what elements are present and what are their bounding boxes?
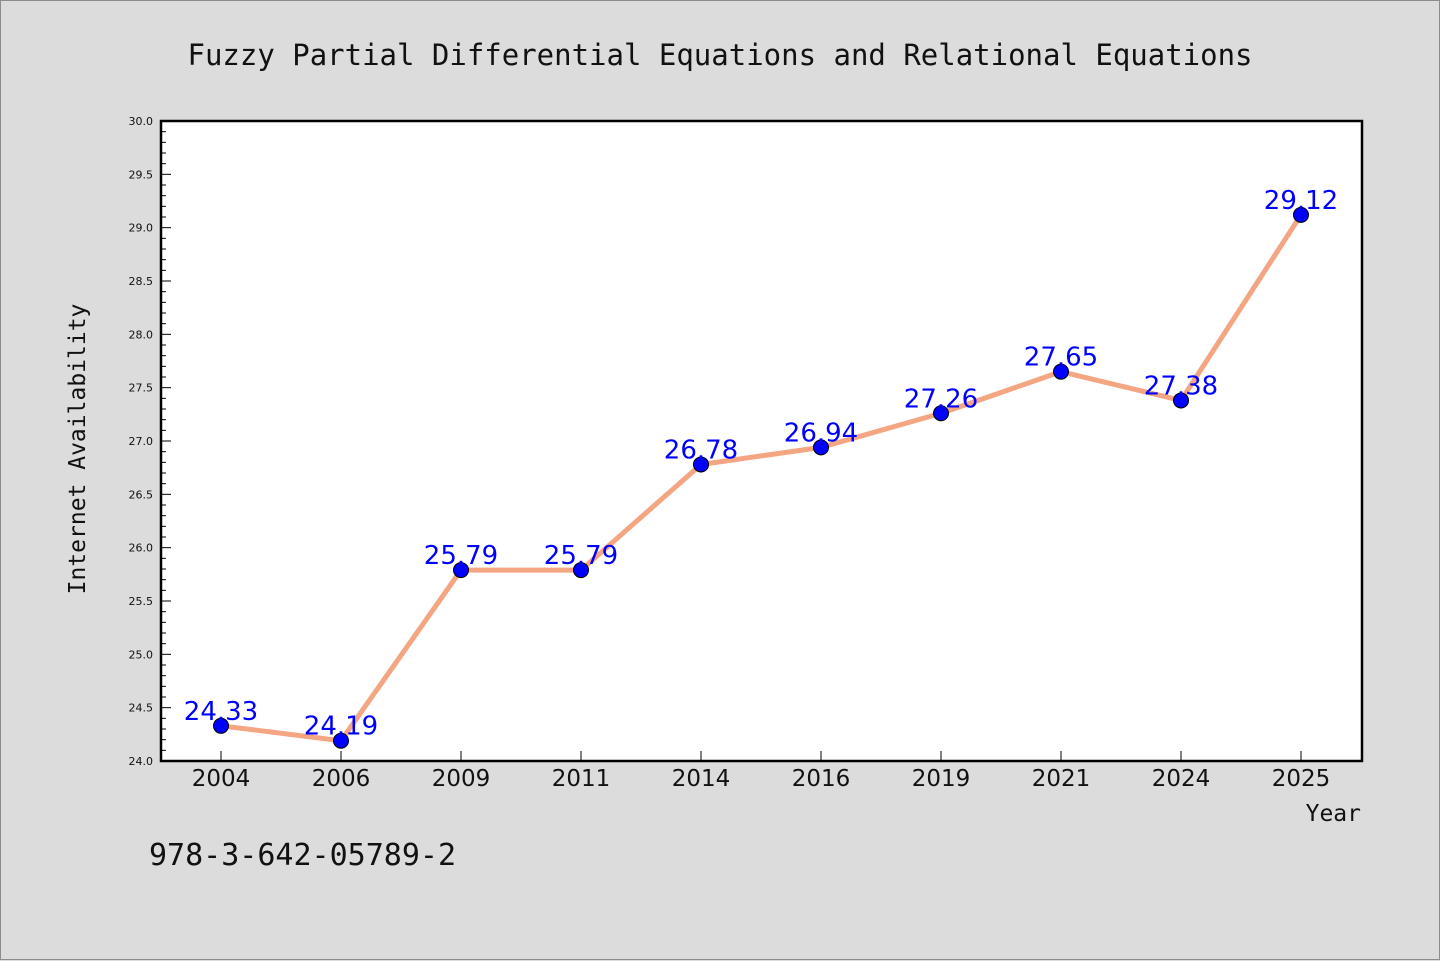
series-line-group xyxy=(220,213,1304,744)
data-point xyxy=(453,562,469,579)
x-tick-label: 2021 xyxy=(1032,766,1091,792)
x-tick-label: 2024 xyxy=(1152,766,1211,792)
plot-border xyxy=(159,119,1364,763)
y-tick-label: 29.5 xyxy=(129,168,154,181)
data-point xyxy=(693,456,709,473)
data-label: 29.12 xyxy=(1264,186,1338,216)
y-tick-label: 28.0 xyxy=(129,328,154,341)
data-label: 26.94 xyxy=(784,418,858,448)
data-label: 25.79 xyxy=(424,541,498,571)
data-labels-group: 24.33 24.19 25.79 25.79 26.78 26.94 27.26 27.65… xyxy=(184,186,1338,742)
y-tick-label: 24.5 xyxy=(129,702,154,715)
x-tick-label: 2011 xyxy=(552,766,611,792)
data-point xyxy=(1053,363,1069,380)
data-point xyxy=(813,439,829,456)
x-tick-label: 2009 xyxy=(432,766,491,792)
x-tick-label: 2004 xyxy=(192,766,251,792)
data-label: 27.38 xyxy=(1144,371,1218,401)
data-label: 27.26 xyxy=(904,384,978,414)
y-tick-label: 25.5 xyxy=(129,595,154,608)
y-tick-label: 29.0 xyxy=(129,222,154,235)
y-tick-label: 27.5 xyxy=(129,382,154,395)
x-tick-label: 2016 xyxy=(792,766,851,792)
data-label: 24.33 xyxy=(184,697,258,727)
series-line xyxy=(220,213,1304,744)
chart-title: Fuzzy Partial Differential Equations and… xyxy=(187,38,1252,72)
x-axis: 2004 2006 2009 2011 2014 2016 2019 2021 2024 2025 xyxy=(192,751,1331,792)
x-tick-label: 2006 xyxy=(312,766,371,792)
y-tick-label: 25.0 xyxy=(129,648,154,661)
x-axis-label: Year xyxy=(1306,801,1361,827)
y-tick-label: 26.0 xyxy=(129,542,154,555)
data-point xyxy=(333,732,349,749)
y-tick-label: 30.0 xyxy=(129,115,154,128)
data-point xyxy=(573,562,589,579)
y-tick-label: 28.5 xyxy=(129,275,154,288)
data-point xyxy=(1293,206,1309,223)
y-tick-label: 27.0 xyxy=(129,435,154,448)
plot-area xyxy=(161,121,1362,761)
data-label: 24.19 xyxy=(304,712,378,742)
x-tick-label: 2014 xyxy=(672,766,731,792)
data-point xyxy=(933,405,949,422)
y-axis-label: Internet Availability xyxy=(65,304,91,595)
x-tick-label: 2019 xyxy=(912,766,971,792)
y-axis: 24.0 24.5 25.0 25.5 26.0 26.5 27.0 27.5 28.0 28.5… xyxy=(129,115,171,768)
data-label: 27.65 xyxy=(1024,343,1098,373)
y-tick-label: 26.5 xyxy=(129,488,154,501)
data-label: 26.78 xyxy=(664,435,738,465)
markers-group xyxy=(213,206,1309,749)
data-point xyxy=(1173,392,1189,409)
y-tick-label: 24.0 xyxy=(129,755,154,768)
isbn-footer: 978-3-642-05789-2 xyxy=(149,838,456,873)
data-label: 25.79 xyxy=(544,541,618,571)
x-tick-label: 2025 xyxy=(1272,766,1331,792)
data-point xyxy=(213,717,229,734)
